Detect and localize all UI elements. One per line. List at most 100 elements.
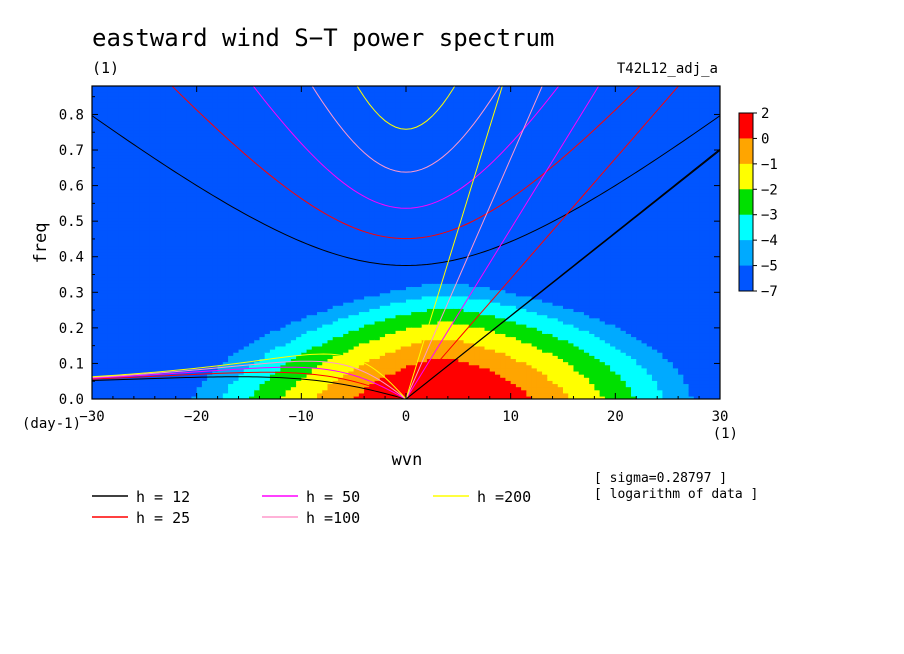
contour-cell [337,358,344,363]
contour-cell [191,173,198,178]
contour-cell [222,339,229,344]
contour-cell [139,89,146,93]
contour-cell [165,380,172,385]
contour-cell [233,129,240,134]
contour-cell [154,192,161,197]
contour-cell [144,255,151,259]
contour-cell [264,117,271,122]
contour-cell [222,129,229,134]
contour-cell [311,208,318,212]
contour-cell [233,395,240,399]
contour-cell [118,117,125,122]
contour-cell [243,251,250,256]
contour-cell [165,161,172,165]
contour-cell [243,129,250,134]
contour-cell [332,123,339,128]
contour-cell [175,217,182,222]
contour-cell [296,95,303,100]
contour-cell [348,251,355,256]
contour-cell [296,355,303,360]
contour-cell [238,201,245,206]
contour-cell [212,333,219,338]
contour-cell [160,148,166,153]
contour-cell [139,380,146,385]
contour-cell [275,226,282,231]
contour-cell [285,333,292,338]
contour-cell [107,248,114,253]
contour-cell [154,292,161,297]
contour-cell [322,280,329,284]
contour-cell [254,170,261,175]
contour-cell [217,276,224,281]
contour-cell [290,217,297,222]
contour-cell [170,361,177,366]
contour-cell [269,239,276,244]
contour-cell [160,217,166,222]
contour-cell [275,367,282,372]
contour-cell [280,305,287,309]
contour-cell [317,204,323,209]
contour-cell [254,317,261,322]
contour-cell [311,264,318,269]
contour-cell [191,236,198,241]
contour-cell [107,255,114,259]
contour-cell [170,295,177,300]
contour-cell [139,145,146,150]
contour-cell [222,352,229,356]
contour-cell [191,292,198,297]
contour-cell [249,104,255,109]
contour-cell [228,345,234,350]
contour-cell [186,142,193,147]
contour-cell [343,251,350,256]
contour-cell [180,270,187,275]
contour-cell [275,336,282,341]
contour-cell [322,167,329,172]
contour-cell [296,295,303,300]
contour-cell [149,258,156,262]
contour-cell [118,380,125,385]
contour-cell [243,111,250,115]
contour-cell [222,264,229,269]
contour-cell [212,352,219,356]
contour-cell [238,114,245,118]
contour-cell [186,173,193,178]
contour-cell [233,392,240,397]
contour-cell [285,248,292,253]
contour-cell [301,229,308,234]
contour-cell [317,117,323,122]
contour-cell [296,161,303,165]
contour-cell [222,151,229,156]
contour-cell [285,120,292,125]
contour-cell [102,248,109,253]
contour-cell [343,242,350,247]
contour-cell [280,251,287,256]
contour-cell [154,226,161,231]
contour-cell [343,120,350,125]
contour-cell [160,267,166,272]
contour-cell [228,314,234,319]
contour-cell [290,383,297,388]
contour-cell [317,276,323,281]
contour-cell [212,280,219,284]
contour-cell [306,132,313,137]
contour-cell [144,167,151,172]
contour-cell [139,352,146,356]
contour-cell [238,383,245,388]
contour-cell [112,323,119,328]
contour-cell [243,301,250,306]
contour-cell [332,104,339,109]
contour-cell [149,361,156,366]
contour-cell [92,95,98,100]
contour-cell [149,295,156,300]
contour-cell [149,308,156,313]
contour-cell [311,157,318,162]
contour-cell [254,320,261,325]
contour-cell [175,323,182,328]
contour-cell [180,201,187,206]
contour-cell [322,317,329,322]
contour-cell [112,208,119,212]
contour-cell [348,330,355,334]
contour-cell [306,236,313,241]
contour-cell [154,117,161,122]
contour-cell [337,342,344,347]
